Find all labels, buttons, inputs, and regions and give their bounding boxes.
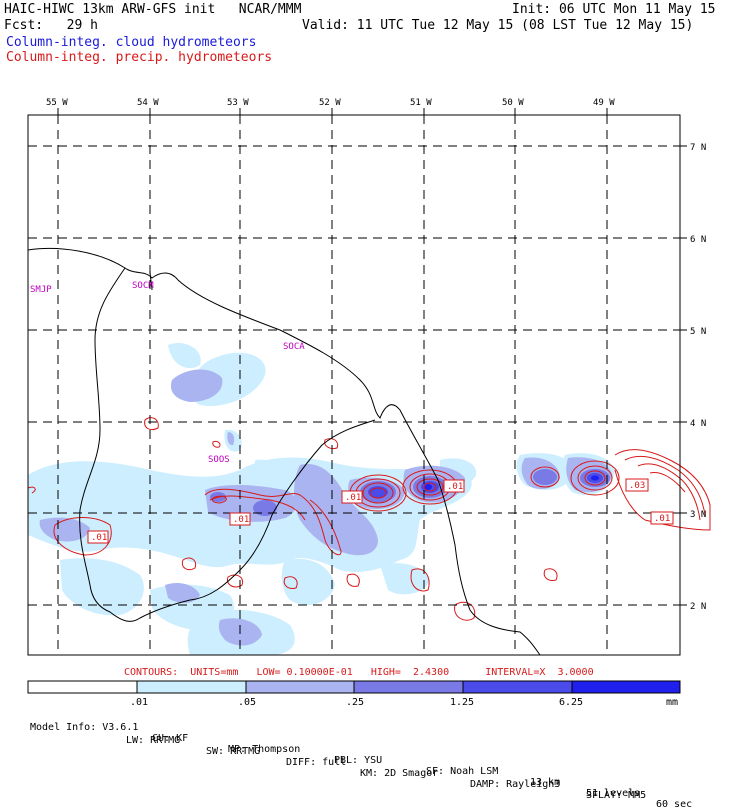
cu-scheme: CU: KF	[152, 733, 189, 744]
model-info: Model Info: V3.6.1	[30, 722, 139, 733]
lon-label: 49 W	[593, 98, 615, 108]
colorbar-bin	[571, 680, 681, 694]
sflay-option: SFLAY: MM5	[586, 790, 647, 801]
contour-label: .01	[345, 493, 361, 503]
lat-label: 2 N	[690, 602, 706, 612]
plot-title: HAIC-HIWC 13km ARW-GFS init NCAR/MMM	[4, 2, 302, 17]
lon-label: 53 W	[227, 98, 249, 108]
legend-precip: Column-integ. precip. hydrometeors	[6, 50, 273, 65]
contour-label: .01	[91, 533, 107, 543]
colorbar-tick: 6.25	[559, 697, 583, 708]
footer-line-1: Model Info: V3.6.1 CU: KF MP: Thompson P…	[30, 711, 736, 810]
diff-option: DIFF: full	[286, 757, 347, 768]
forecast-hour: Fcst: 29 h	[4, 18, 98, 33]
contour-label: .03	[629, 481, 645, 491]
station-label: SOOS	[208, 455, 230, 465]
colorbar	[27, 680, 681, 694]
legend-cloud: Column-integ. cloud hydrometeors	[6, 35, 257, 50]
damp-option: DAMP: Rayleigh3	[470, 779, 561, 790]
valid-time: Valid: 11 UTC Tue 12 May 15 (08 LST Tue …	[302, 18, 694, 33]
contour-label: .01	[233, 515, 249, 525]
graticule	[28, 115, 680, 655]
colorbar-bin	[245, 680, 355, 694]
timestep: 60 sec	[656, 799, 693, 810]
colorbar-tick: 1.25	[450, 697, 474, 708]
sw-scheme: SW: RRTMG	[206, 746, 261, 757]
station-label: SOCA	[283, 342, 305, 352]
lat-label: 3 N	[690, 510, 706, 520]
lat-label: 5 N	[690, 327, 706, 337]
station-label: SOCM	[132, 281, 154, 291]
lat-label: 6 N	[690, 235, 706, 245]
colorbar-bin	[27, 680, 138, 694]
contours-info: CONTOURS: UNITS=mm LOW= 0.10000E-01 HIGH…	[124, 667, 594, 678]
lon-label: 55 W	[46, 98, 68, 108]
colorbar-tick: .25	[346, 697, 364, 708]
lw-scheme: LW: RRTMG	[126, 735, 181, 746]
map-frame	[27, 114, 681, 656]
contour-label: .01	[447, 482, 463, 492]
footer-line-2: LW: RRTMG SW: RRTMG DIFF: full KM: 2D Sm…	[30, 724, 736, 801]
tick-marks	[57, 108, 687, 606]
colorbar-bin	[462, 680, 573, 694]
lat-label: 7 N	[690, 143, 706, 153]
km-option: KM: 2D Smagor	[360, 768, 439, 779]
colorbar-tick: .05	[238, 697, 256, 708]
lon-label: 52 W	[319, 98, 341, 108]
station-label: SMJP	[30, 285, 52, 295]
lon-label: 51 W	[410, 98, 432, 108]
contour-label: .01	[654, 514, 670, 524]
map-plot: 55 W 54 W 53 W 52 W 51 W 50 W 49 W 7 N 6…	[27, 98, 711, 708]
lat-label: 4 N	[690, 419, 706, 429]
colorbar-bin	[353, 680, 464, 694]
colorbar-bin	[136, 680, 247, 694]
lon-label: 50 W	[502, 98, 524, 108]
cloud-fill-darkest	[424, 475, 599, 490]
colorbar-units: mm	[666, 697, 678, 708]
colorbar-tick: .01	[130, 697, 148, 708]
lon-label: 54 W	[137, 98, 159, 108]
init-time: Init: 06 UTC Mon 11 May 15	[512, 2, 716, 17]
